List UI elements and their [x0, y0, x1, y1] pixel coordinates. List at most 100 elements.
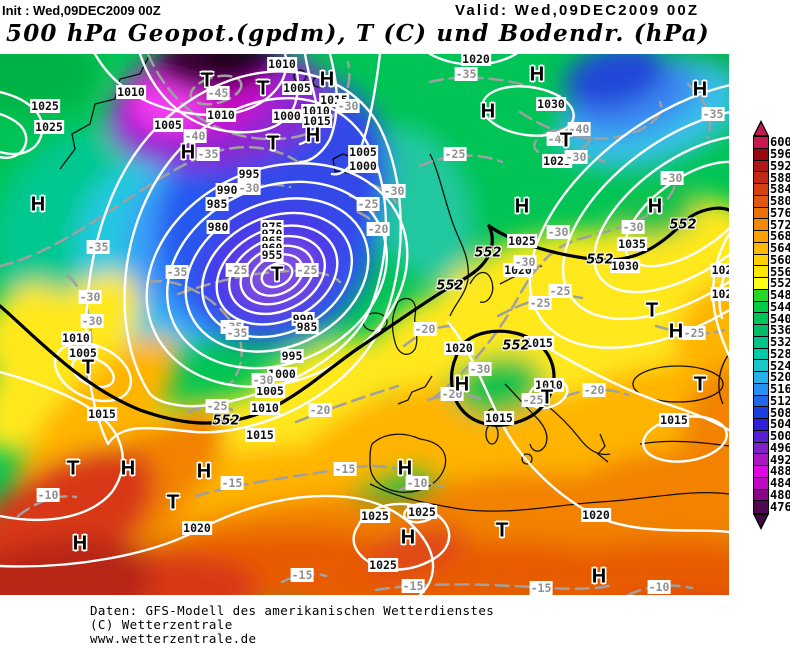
pressure-label: 1010: [534, 378, 564, 392]
pressure-label: 1010: [61, 331, 91, 345]
temperature-label: -30: [564, 150, 588, 164]
pressure-label: 1000: [348, 159, 378, 173]
pressure-label: 1005: [348, 145, 378, 159]
colorbar-cell: [754, 172, 768, 184]
colorbar-value-label: 488: [770, 464, 790, 479]
pressure-label: 1025: [542, 154, 572, 168]
colorbar-value-label: 572: [770, 217, 790, 232]
pressure-label: 955: [260, 248, 284, 262]
website-link[interactable]: www.wetterzentrale.de: [90, 631, 257, 646]
temperature-label: -35: [86, 240, 110, 254]
pressure-label: 1020: [182, 521, 212, 535]
pressure-center-letter: H: [692, 78, 708, 101]
pressure-label: 1000: [267, 367, 297, 381]
temperature-label: -15: [333, 462, 357, 476]
colorbar-cell: [754, 419, 768, 431]
pressure-label: 1005: [255, 384, 285, 398]
pressure-center-letter: H: [319, 68, 335, 91]
colorbar-value-label: 504: [770, 417, 790, 432]
geopotential-label: 552: [669, 217, 697, 233]
colorbar-cell: [754, 442, 768, 455]
colorbar-value-label: 528: [770, 346, 790, 361]
temperature-label: -25: [528, 296, 552, 310]
colorbar-cell: [754, 289, 768, 302]
colorbar-value-label: 584: [770, 182, 790, 197]
colorbar-value-label: 516: [770, 382, 790, 397]
colorbar-cell: [754, 207, 768, 220]
isobars: [0, 54, 729, 595]
pressure-center-letter: T: [81, 356, 95, 379]
temperature-label: -15: [401, 579, 425, 593]
pressure-label: 995: [237, 167, 261, 181]
pressure-label: 1015: [659, 413, 689, 427]
colorbar-value-label: 480: [770, 487, 790, 502]
pressure-label: 1005: [282, 81, 312, 95]
pressure-center-letter: H: [30, 193, 46, 216]
colorbar-cell: [754, 395, 768, 408]
temperature-label: -10: [405, 476, 429, 490]
pressure-label: 1025: [34, 120, 64, 134]
geopotential-label: 552: [436, 278, 464, 294]
colorbar-value-label: 492: [770, 452, 790, 467]
colorbar-cell: [754, 254, 768, 267]
temperature-label: -35: [165, 265, 189, 279]
temperature-label: -20: [440, 387, 464, 401]
temperature-label: -35: [225, 326, 249, 340]
pressure-center-letter: T: [540, 386, 554, 409]
temperature-label: -30: [660, 171, 684, 185]
colorbar-arrow-up-icon: [753, 120, 769, 136]
pressure-label: 1020: [461, 54, 491, 66]
pressure-label: 1015: [245, 428, 275, 442]
colorbar-cell: [754, 137, 768, 149]
colorbar-value-label: 548: [770, 288, 790, 303]
temperature-label: -30: [336, 99, 360, 113]
pressure-label: 1015: [524, 336, 554, 350]
colorbar-value-label: 508: [770, 405, 790, 420]
temperature-label: -25: [295, 263, 319, 277]
colorbar-cell: [754, 160, 768, 173]
temperature-label: -30: [251, 373, 275, 387]
pressure-center-letter: H: [72, 532, 88, 555]
colorbar-cell: [754, 501, 768, 513]
colorbar-value-label: 568: [770, 229, 790, 244]
geopotential-label: 552: [474, 245, 502, 261]
geopotential-label: 552: [502, 338, 530, 354]
init-time-label: Init : Wed,09DEC2009 00Z: [2, 3, 161, 18]
temperature-label: -15: [290, 568, 314, 582]
pressure-label: 1015: [484, 411, 514, 425]
pressure-label: 1000: [272, 109, 302, 123]
pressure-label: 1025: [360, 509, 390, 523]
pressure-label: 1020: [444, 341, 474, 355]
pressure-label: 1030: [536, 97, 566, 111]
colorbar-value-label: 476: [770, 499, 790, 514]
temperature-label: -30: [382, 184, 406, 198]
pressure-label: 1010: [267, 57, 297, 71]
colorbar-cell: [754, 477, 768, 490]
temperature-label: -25: [205, 399, 229, 413]
pressure-label: 1010: [116, 85, 146, 99]
colorbar-cell: [754, 430, 768, 443]
pressure-center-letter: H: [120, 457, 136, 480]
pressure-label: 1015: [302, 114, 332, 128]
temperature-label: -30: [546, 225, 570, 239]
temperature-label: -10: [647, 580, 671, 594]
pressure-label: 102: [710, 287, 729, 301]
colorbar-cell: [754, 407, 768, 419]
geopotential-label: 552: [586, 252, 614, 268]
colorbar-value-label: 484: [770, 476, 790, 491]
pressure-label: 1025: [30, 99, 60, 113]
temperature-label: -30: [621, 220, 645, 234]
pressure-label: 1025: [368, 558, 398, 572]
pressure-center-letter: T: [270, 263, 284, 286]
temperature-label: -20: [582, 383, 606, 397]
temperature-label: -35: [454, 67, 478, 81]
pressure-label: 1030: [610, 259, 640, 273]
colorbar-cell: [754, 184, 768, 196]
colorbar-cell: [754, 242, 768, 255]
colorbar-value-label: 540: [770, 311, 790, 326]
temperature-label: -20: [366, 222, 390, 236]
colorbar-value-label: 544: [770, 299, 790, 314]
temperature-label: -25: [225, 263, 249, 277]
colorbar-cell: [754, 336, 768, 349]
